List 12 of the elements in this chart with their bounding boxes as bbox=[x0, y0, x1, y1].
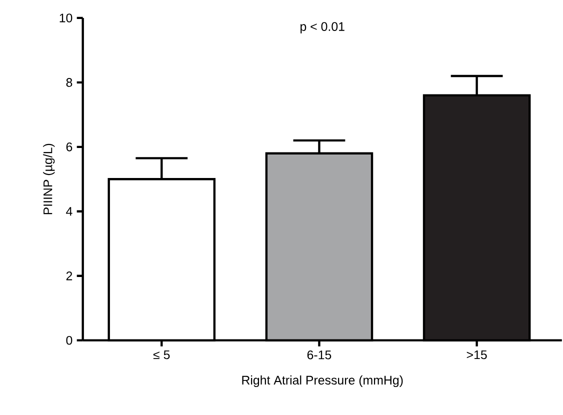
x-tick-label: ≤ 5 bbox=[153, 350, 170, 360]
y-tick-label: 0 bbox=[66, 336, 72, 345]
x-tick-label: >15 bbox=[466, 350, 487, 360]
y-tick-label: 4 bbox=[66, 207, 72, 216]
x-axis-title: Right Atrial Pressure (mmHg) bbox=[242, 375, 403, 387]
y-tick-label: 8 bbox=[66, 78, 72, 87]
y-tick-label: 2 bbox=[66, 271, 72, 280]
y-tick-label: 10 bbox=[60, 13, 72, 22]
annotation: p < 0.01 bbox=[300, 22, 344, 34]
y-axis-title: PIIINP (µg/L) bbox=[43, 144, 55, 214]
x-tick-label: 6-15 bbox=[307, 350, 332, 360]
y-tick-label: 6 bbox=[66, 142, 72, 152]
